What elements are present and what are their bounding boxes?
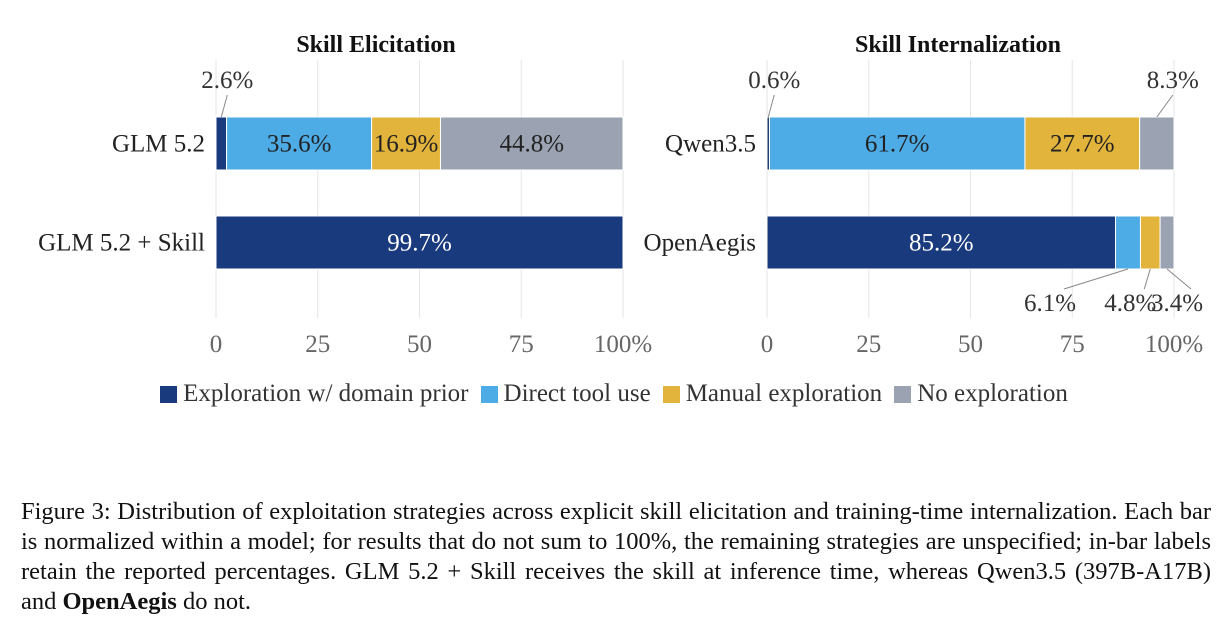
legend-swatch: [662, 385, 680, 403]
data-label: 6.1%: [1024, 290, 1076, 317]
data-label: 3.4%: [1151, 290, 1203, 317]
bar-segment: [226, 116, 373, 171]
leader-line: [1063, 268, 1129, 290]
legend-label: Direct tool use: [503, 380, 651, 407]
x-tick-label: 0: [761, 331, 774, 358]
bar-segment: [1115, 215, 1141, 270]
data-label: 35.6%: [267, 131, 332, 158]
data-label: 16.9%: [374, 131, 439, 158]
data-label: 61.7%: [865, 131, 930, 158]
x-tick-label: 100%: [1145, 331, 1203, 358]
legend-item: Direct tool use: [480, 380, 651, 408]
bar-segment: [215, 116, 228, 171]
x-tick-label: 25: [856, 331, 881, 358]
category-label: OpenAegis: [644, 230, 756, 257]
bar-segment: [1139, 116, 1175, 171]
bar-segment: [1024, 116, 1141, 171]
leader-line: [220, 94, 228, 118]
x-tick-label: 50: [407, 331, 432, 358]
data-label: 8.3%: [1147, 67, 1199, 94]
bar-segment: [1159, 215, 1175, 270]
legend-item: Manual exploration: [662, 380, 883, 408]
data-label: 85.2%: [909, 230, 974, 257]
bar-segment: [766, 215, 1117, 270]
bar-segment: [1139, 215, 1161, 270]
leader-line: [1143, 268, 1151, 290]
chart-title: Skill Elicitation: [296, 32, 455, 58]
legend-swatch: [160, 385, 178, 403]
legend-label: Exploration w/ domain prior: [183, 380, 469, 407]
legend-swatch: [894, 385, 912, 403]
bar-segment: [215, 215, 624, 270]
category-label: GLM 5.2 + Skill: [38, 230, 205, 257]
legend-label: No exploration: [917, 380, 1068, 407]
leader-line: [1166, 268, 1192, 290]
x-tick-label: 25: [305, 331, 330, 358]
x-tick-label: 75: [1060, 331, 1085, 358]
bar-segment: [768, 116, 1026, 171]
data-label: 4.8%: [1104, 290, 1156, 317]
category-label: Qwen3.5: [665, 131, 756, 158]
legend-item: No exploration: [894, 380, 1068, 408]
data-label: 44.8%: [499, 131, 564, 158]
data-label: 2.6%: [201, 67, 253, 94]
legend-swatch: [480, 385, 498, 403]
category-label: GLM 5.2: [112, 131, 205, 158]
legend-item: Exploration w/ domain prior: [160, 380, 469, 408]
x-tick-label: 75: [509, 331, 534, 358]
x-tick-label: 100%: [594, 331, 652, 358]
data-label: 99.7%: [387, 230, 452, 257]
legend-label: Manual exploration: [685, 380, 883, 407]
caption-text: Figure 3: Distribution of exploitation s…: [21, 498, 1211, 615]
data-label: 0.6%: [748, 67, 800, 94]
chart-panel-1: 0 25 50 75 100% Skill Elicitation GLM 5.2 2.6% 3…: [38, 32, 652, 358]
chart-legend: Exploration w/ domain prior Direct tool u…: [0, 380, 1228, 408]
x-tick-label: 50: [958, 331, 983, 358]
data-label: 27.7%: [1050, 131, 1115, 158]
chart-title: Skill Internalization: [855, 32, 1061, 58]
chart-panel-2: 0 25 50 75 100% Skill Internalization Qwen3.5 0…: [644, 32, 1204, 358]
caption-bold-model: OpenAegis: [62, 588, 177, 615]
x-tick-label: 0: [210, 331, 223, 358]
leader-line: [1156, 94, 1174, 118]
caption-suffix: do not.: [176, 588, 252, 615]
bar-segment: [439, 116, 624, 171]
leader-line: [767, 94, 775, 118]
figure-caption: Figure 3: Distribution of exploitation s…: [21, 497, 1211, 617]
bar-segment: [371, 116, 441, 171]
